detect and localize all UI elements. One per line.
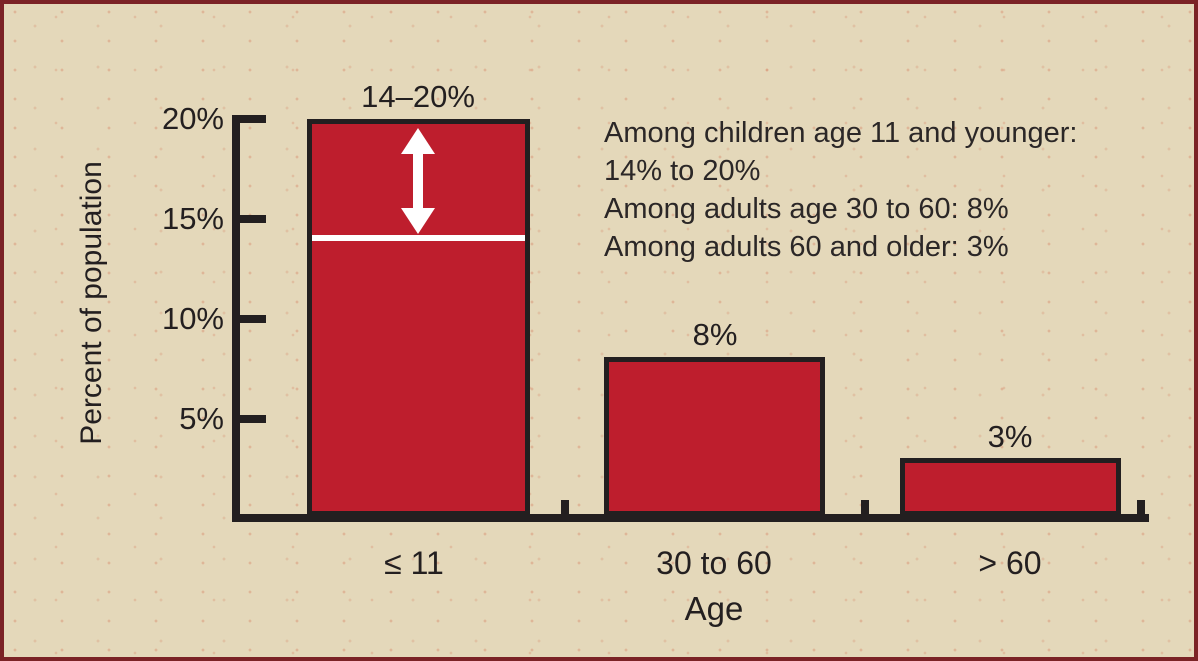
bar-value-label-gt-60: 3% bbox=[987, 419, 1033, 454]
y-tick-15 bbox=[240, 215, 266, 223]
bar-value-label-30-to-60: 8% bbox=[692, 317, 738, 352]
x-tick-1 bbox=[561, 500, 569, 514]
bar-30-to-60 bbox=[604, 357, 825, 516]
range-low-line bbox=[312, 235, 525, 241]
y-tick-label-5: 5% bbox=[179, 401, 224, 436]
annotation-line-2: 14% to 20% bbox=[604, 155, 761, 187]
annotation-line-3: Among adults age 30 to 60: 8% bbox=[604, 193, 1009, 225]
x-tick-3 bbox=[1137, 500, 1145, 514]
y-axis-line bbox=[232, 115, 240, 522]
y-tick-label-15: 15% bbox=[161, 201, 224, 236]
annotation-block: Among children age 11 and younger: 14% t… bbox=[604, 114, 1179, 266]
x-category-label-le-11: ≤ 11 bbox=[384, 545, 444, 581]
bar-value-label-le-11: 14–20% bbox=[361, 79, 475, 114]
x-tick-2 bbox=[861, 500, 869, 514]
annotation-line-4: Among adults 60 and older: 3% bbox=[604, 231, 1009, 263]
annotation-line-1: Among children age 11 and younger: bbox=[604, 117, 1078, 149]
bar-gt-60 bbox=[900, 458, 1121, 516]
y-axis-title: Percent of population bbox=[75, 161, 108, 445]
y-tick-20 bbox=[240, 115, 266, 123]
x-category-label-gt-60: > 60 bbox=[978, 545, 1042, 581]
y-tick-10 bbox=[240, 315, 266, 323]
range-double-arrow-icon bbox=[401, 128, 435, 234]
y-tick-label-20: 20% bbox=[161, 101, 224, 136]
y-tick-label-10: 10% bbox=[161, 301, 224, 336]
x-category-label-30-to-60: 30 to 60 bbox=[656, 545, 772, 581]
y-tick-5 bbox=[240, 415, 266, 423]
x-axis-title: Age bbox=[684, 590, 744, 627]
x-axis-line bbox=[232, 514, 1149, 522]
